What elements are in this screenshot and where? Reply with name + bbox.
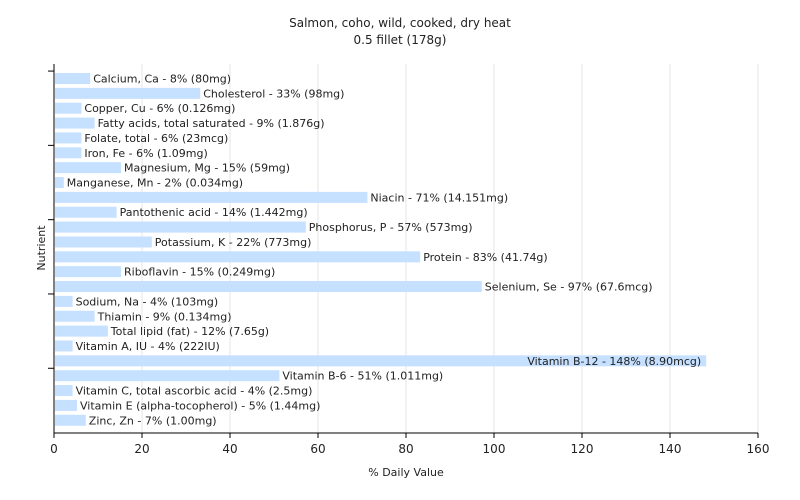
bar-label: Riboflavin - 15% (0.249mg) bbox=[124, 266, 275, 279]
y-axis-label: Nutrient bbox=[35, 225, 48, 271]
bar bbox=[55, 414, 86, 426]
bar-label: Vitamin E (alpha-tocopherol) - 5% (1.44m… bbox=[80, 399, 320, 412]
bar bbox=[55, 102, 82, 114]
x-axis-ticks: 0 20 40 60 80 100 120 140 160 bbox=[50, 433, 769, 456]
bar bbox=[55, 266, 121, 278]
bar-label: Sodium, Na - 4% (103mg) bbox=[76, 295, 219, 308]
bar bbox=[55, 117, 95, 129]
bar-label: Vitamin C, total ascorbic acid - 4% (2.5… bbox=[76, 385, 313, 398]
x-tick-label: 0 bbox=[50, 442, 58, 456]
bar-label: Iron, Fe - 6% (1.09mg) bbox=[84, 147, 207, 160]
chart-title: Salmon, coho, wild, cooked, dry heat bbox=[289, 16, 511, 30]
bar bbox=[55, 73, 91, 84]
bar-label: Potassium, K - 22% (773mg) bbox=[155, 236, 312, 249]
gridlines bbox=[141, 64, 759, 433]
bar bbox=[55, 132, 82, 144]
bar-label: Calcium, Ca - 8% (80mg) bbox=[93, 73, 231, 86]
bar bbox=[55, 191, 368, 203]
x-tick-label: 100 bbox=[483, 442, 506, 456]
bar-label: Manganese, Mn - 2% (0.034mg) bbox=[67, 177, 243, 190]
x-tick-label: 160 bbox=[747, 442, 770, 456]
x-tick-label: 80 bbox=[398, 442, 413, 456]
bar bbox=[55, 385, 73, 397]
bar bbox=[55, 399, 77, 411]
bar-label: Vitamin B-6 - 51% (1.011mg) bbox=[282, 370, 443, 383]
bar bbox=[55, 206, 117, 218]
bar bbox=[55, 162, 121, 174]
x-axis-label: % Daily Value bbox=[368, 466, 444, 479]
bar bbox=[55, 310, 95, 322]
bar bbox=[55, 340, 73, 352]
bar-label: Protein - 83% (41.74g) bbox=[423, 251, 548, 264]
bar bbox=[55, 236, 152, 248]
bar-label: Vitamin B-12 - 148% (8.90mcg) bbox=[527, 355, 701, 368]
x-tick-label: 20 bbox=[134, 442, 149, 456]
bar bbox=[55, 221, 306, 233]
bar-label: Magnesium, Mg - 15% (59mg) bbox=[124, 162, 290, 175]
bar-label: Total lipid (fat) - 12% (7.65g) bbox=[110, 325, 269, 338]
bar-label: Folate, total - 6% (23mcg) bbox=[84, 132, 228, 145]
bar-label: Niacin - 71% (14.151mg) bbox=[370, 191, 508, 204]
x-tick-label: 40 bbox=[222, 442, 237, 456]
bar-label: Zinc, Zn - 7% (1.00mg) bbox=[89, 414, 217, 427]
bar bbox=[55, 251, 421, 263]
bar bbox=[55, 147, 82, 159]
bar bbox=[55, 281, 482, 293]
bar-label: Vitamin A, IU - 4% (222IU) bbox=[76, 340, 220, 353]
bar bbox=[55, 87, 201, 99]
bar-label: Pantothenic acid - 14% (1.442mg) bbox=[120, 206, 308, 219]
x-tick-label: 140 bbox=[659, 442, 682, 456]
bar-label: Cholesterol - 33% (98mg) bbox=[203, 87, 344, 100]
bar bbox=[55, 295, 73, 307]
bar bbox=[55, 355, 707, 367]
bar-label: Copper, Cu - 6% (0.126mg) bbox=[84, 102, 235, 115]
bar bbox=[55, 370, 280, 382]
x-tick-label: 60 bbox=[310, 442, 325, 456]
x-tick-label: 120 bbox=[571, 442, 594, 456]
bar-label: Thiamin - 9% (0.134mg) bbox=[97, 310, 232, 323]
bar-label: Phosphorus, P - 57% (573mg) bbox=[309, 221, 473, 234]
bar-label: Fatty acids, total saturated - 9% (1.876… bbox=[98, 117, 325, 130]
bar-label: Selenium, Se - 97% (67.6mcg) bbox=[485, 281, 653, 294]
bar bbox=[55, 325, 108, 337]
bar bbox=[55, 177, 64, 189]
chart-subtitle: 0.5 fillet (178g) bbox=[354, 33, 447, 47]
bars: Calcium, Ca - 8% (80mg)Cholesterol - 33%… bbox=[55, 73, 707, 427]
